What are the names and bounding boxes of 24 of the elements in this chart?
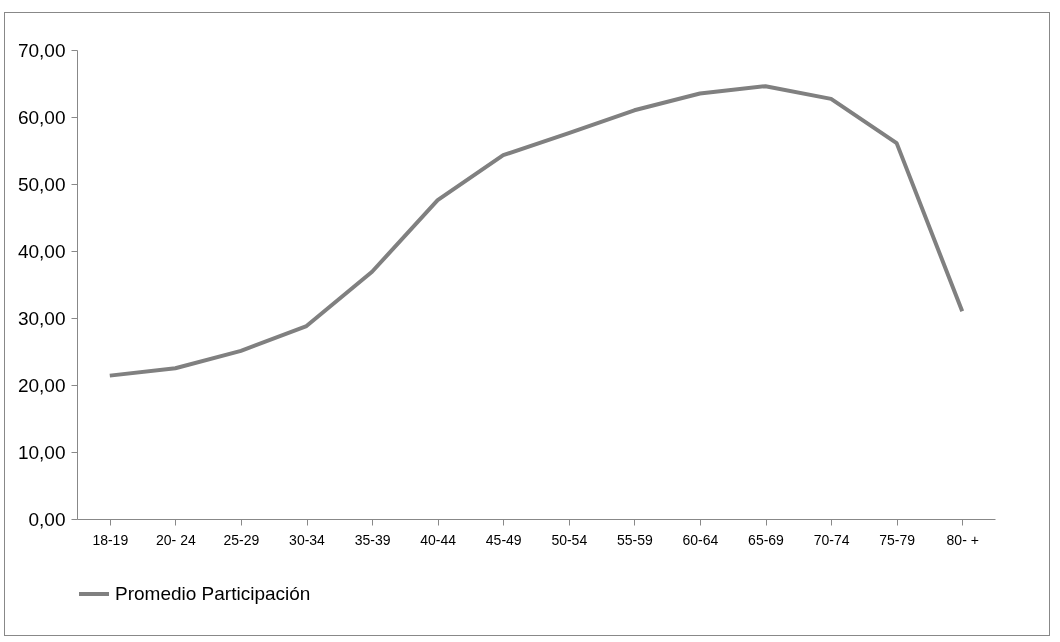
y-tick-label: 60,00 <box>17 106 66 128</box>
x-tick-label: 60-64 <box>682 531 719 548</box>
x-tick-label: 25-29 <box>223 531 260 548</box>
x-tick-label: 55-59 <box>616 531 653 548</box>
x-tick-label: 65-69 <box>748 531 785 548</box>
y-tick-label: 0,00 <box>28 508 66 530</box>
x-tick-label: 40-44 <box>420 531 457 548</box>
x-tick-label: 30-34 <box>289 531 326 548</box>
x-tick-label: 45-49 <box>485 531 522 548</box>
x-tick-label: 35-39 <box>354 531 391 548</box>
line-series <box>107 84 965 378</box>
x-tick-label: 18-19 <box>92 531 129 548</box>
y-tick-label: 50,00 <box>17 173 66 195</box>
legend-label: Promedio Participación <box>115 583 311 604</box>
y-tick-label: 20,00 <box>17 374 66 396</box>
x-tick-label: 80- + <box>946 531 979 548</box>
y-tick-label: 30,00 <box>17 307 66 329</box>
x-tick-label: 50-54 <box>551 531 588 548</box>
x-tick-label: 20- 24 <box>156 531 196 548</box>
y-tick-label: 10,00 <box>17 441 66 463</box>
y-tick-label: 40,00 <box>17 240 66 262</box>
y-tick-label: 70,00 <box>17 39 66 61</box>
x-tick-label: 70-74 <box>813 531 850 548</box>
x-tick-label: 75-79 <box>879 531 916 548</box>
